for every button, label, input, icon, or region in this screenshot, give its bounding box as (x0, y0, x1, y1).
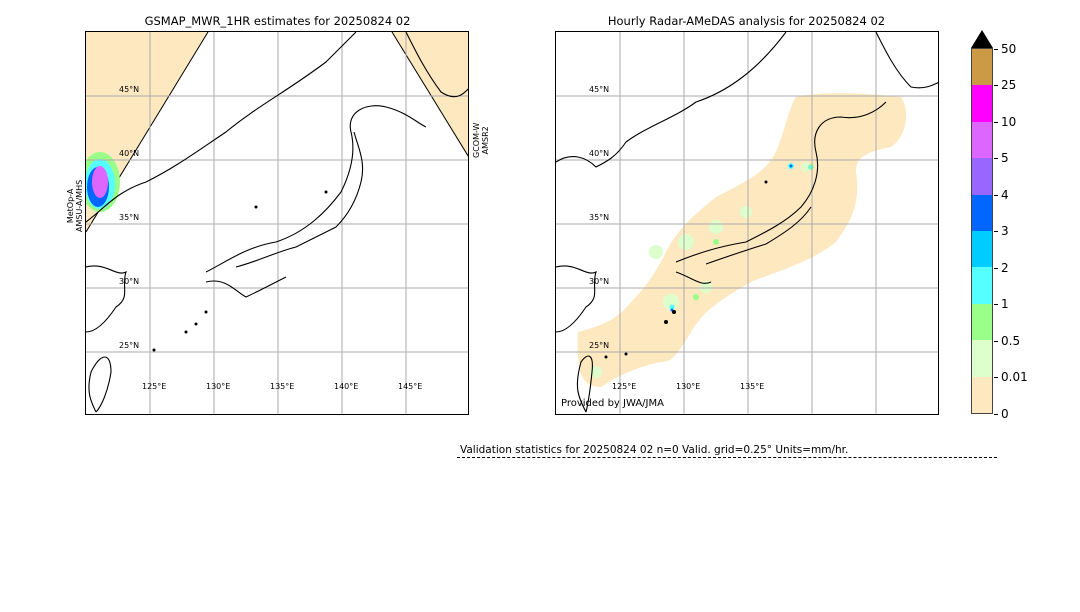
colorbar-label-2: 2 (1001, 261, 1009, 275)
right-map-canvas (556, 32, 938, 414)
left-satellite-label: MetOp-A AMSU-A/MHS (66, 179, 84, 232)
right-lat-label-40: 40°N (589, 149, 610, 158)
left-lat-label-25: 25°N (119, 341, 140, 350)
left-lat-label-40: 40°N (119, 149, 140, 158)
colorbar-label-25: 25 (1001, 78, 1017, 92)
right-lon-label-135: 135°E (740, 382, 765, 391)
left-lat-label-35: 35°N (119, 213, 140, 222)
data-credit: Provided by JWA/JMA (561, 398, 664, 409)
right-lat-label-45: 45°N (589, 85, 610, 94)
colorbar-label-1: 1 (1001, 297, 1009, 311)
colorbar-segment-2 (972, 303, 992, 341)
colorbar-segment-9 (972, 48, 992, 86)
colorbar-extend-arrow (971, 30, 993, 48)
left-lon-label-135: 135°E (270, 382, 295, 391)
right-lat-label-30: 30°N (589, 277, 610, 286)
validation-statistics: Validation statistics for 20250824 02 n=… (460, 444, 849, 456)
colorbar-segment-4 (972, 230, 992, 268)
left-lat-label-45: 45°N (119, 85, 140, 94)
left-lon-label-145: 145°E (398, 382, 423, 391)
colorbar-segment-0 (972, 376, 992, 413)
right-panel-title: Hourly Radar-AMeDAS analysis for 2025082… (607, 14, 886, 28)
colorbar-segment-5 (972, 194, 992, 231)
right-satellite-label: GCOM-W AMSR2 (472, 122, 490, 158)
colorbar-label-3: 3 (1001, 224, 1009, 238)
left-map-canvas (86, 32, 468, 414)
left-lon-label-140: 140°E (334, 382, 359, 391)
left-lat-label-30: 30°N (119, 277, 140, 286)
colorbar-label-0.5: 0.5 (1001, 334, 1021, 348)
colorbar-label-5: 5 (1001, 151, 1009, 165)
colorbar-label-0: 0 (1001, 407, 1009, 421)
left-map (85, 31, 469, 415)
left-lon-label-125: 125°E (142, 382, 167, 391)
left-panel-title: GSMAP_MWR_1HR estimates for 20250824 02 (144, 14, 411, 28)
right-lon-label-125: 125°E (612, 382, 637, 391)
colorbar-segment-3 (972, 267, 992, 304)
colorbar-segment-1 (972, 340, 992, 377)
colorbar-label-10: 10 (1001, 115, 1017, 129)
right-map (555, 31, 939, 415)
colorbar (971, 48, 993, 414)
colorbar-segment-6 (972, 158, 992, 195)
validation-divider (457, 457, 997, 458)
right-lat-label-35: 35°N (589, 213, 610, 222)
right-lon-label-130: 130°E (676, 382, 701, 391)
colorbar-label-4: 4 (1001, 188, 1009, 202)
right-lat-label-25: 25°N (589, 341, 610, 350)
colorbar-segment-7 (972, 121, 992, 159)
colorbar-label-0.01: 0.01 (1001, 370, 1028, 384)
colorbar-segment-8 (972, 85, 992, 122)
left-lon-label-130: 130°E (206, 382, 231, 391)
colorbar-label-50: 50 (1001, 42, 1017, 56)
